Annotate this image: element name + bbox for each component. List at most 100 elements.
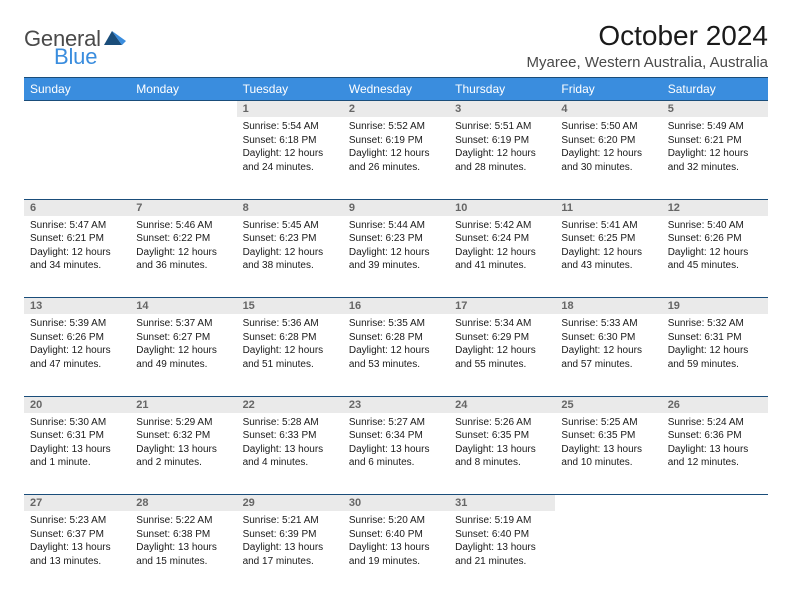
sunrise-text: Sunrise: 5:24 AM [668,416,762,430]
dayname-tuesday: Tuesday [237,78,343,101]
content-row: Sunrise: 5:47 AMSunset: 6:21 PMDaylight:… [24,216,768,298]
sunrise-text: Sunrise: 5:32 AM [668,317,762,331]
day-number: 21 [130,396,236,413]
sunset-text: Sunset: 6:30 PM [561,331,655,345]
sunrise-text: Sunrise: 5:21 AM [243,514,337,528]
sunset-text: Sunset: 6:19 PM [455,134,549,148]
sunset-text: Sunset: 6:19 PM [349,134,443,148]
day-number: 10 [449,199,555,216]
day-cell: Sunrise: 5:45 AMSunset: 6:23 PMDaylight:… [237,216,343,298]
content-row: Sunrise: 5:54 AMSunset: 6:18 PMDaylight:… [24,117,768,199]
sunset-text: Sunset: 6:39 PM [243,528,337,542]
sunrise-text: Sunrise: 5:52 AM [349,120,443,134]
sunset-text: Sunset: 6:26 PM [30,331,124,345]
sunrise-text: Sunrise: 5:25 AM [561,416,655,430]
daylight-text-line1: Daylight: 12 hours [455,246,549,260]
sunrise-text: Sunrise: 5:28 AM [243,416,337,430]
sunrise-text: Sunrise: 5:22 AM [136,514,230,528]
day-number: 28 [130,495,236,512]
daylight-text-line2: and 6 minutes. [349,456,443,470]
daylight-text-line1: Daylight: 13 hours [455,541,549,555]
sunrise-text: Sunrise: 5:47 AM [30,219,124,233]
day-cell [662,511,768,593]
sunrise-text: Sunrise: 5:44 AM [349,219,443,233]
day-number: 18 [555,298,661,315]
day-cell: Sunrise: 5:37 AMSunset: 6:27 PMDaylight:… [130,314,236,396]
daylight-text-line1: Daylight: 12 hours [455,344,549,358]
day-number: 14 [130,298,236,315]
sunset-text: Sunset: 6:36 PM [668,429,762,443]
daylight-text-line2: and 57 minutes. [561,358,655,372]
daylight-text-line2: and 1 minute. [30,456,124,470]
daylight-text-line2: and 30 minutes. [561,161,655,175]
calendar-table: Sunday Monday Tuesday Wednesday Thursday… [24,77,768,593]
daylight-text-line1: Daylight: 12 hours [30,344,124,358]
day-cell: Sunrise: 5:32 AMSunset: 6:31 PMDaylight:… [662,314,768,396]
day-number: 26 [662,396,768,413]
content-row: Sunrise: 5:39 AMSunset: 6:26 PMDaylight:… [24,314,768,396]
day-cell: Sunrise: 5:46 AMSunset: 6:22 PMDaylight:… [130,216,236,298]
daylight-text-line1: Daylight: 13 hours [561,443,655,457]
day-cell: Sunrise: 5:47 AMSunset: 6:21 PMDaylight:… [24,216,130,298]
day-cell [130,117,236,199]
daynum-row: 20212223242526 [24,396,768,413]
sunset-text: Sunset: 6:21 PM [668,134,762,148]
sunrise-text: Sunrise: 5:36 AM [243,317,337,331]
sunset-text: Sunset: 6:27 PM [136,331,230,345]
day-cell: Sunrise: 5:51 AMSunset: 6:19 PMDaylight:… [449,117,555,199]
day-cell: Sunrise: 5:24 AMSunset: 6:36 PMDaylight:… [662,413,768,495]
day-number: 8 [237,199,343,216]
sunset-text: Sunset: 6:24 PM [455,232,549,246]
daylight-text-line1: Daylight: 12 hours [136,344,230,358]
day-cell: Sunrise: 5:19 AMSunset: 6:40 PMDaylight:… [449,511,555,593]
day-number: 15 [237,298,343,315]
day-cell: Sunrise: 5:33 AMSunset: 6:30 PMDaylight:… [555,314,661,396]
daylight-text-line1: Daylight: 12 hours [349,147,443,161]
sunset-text: Sunset: 6:32 PM [136,429,230,443]
day-number: 24 [449,396,555,413]
day-cell: Sunrise: 5:44 AMSunset: 6:23 PMDaylight:… [343,216,449,298]
dayname-thursday: Thursday [449,78,555,101]
daylight-text-line2: and 4 minutes. [243,456,337,470]
sunrise-text: Sunrise: 5:23 AM [30,514,124,528]
day-cell: Sunrise: 5:30 AMSunset: 6:31 PMDaylight:… [24,413,130,495]
daylight-text-line1: Daylight: 12 hours [668,344,762,358]
sunrise-text: Sunrise: 5:26 AM [455,416,549,430]
sunrise-text: Sunrise: 5:35 AM [349,317,443,331]
day-cell: Sunrise: 5:25 AMSunset: 6:35 PMDaylight:… [555,413,661,495]
daylight-text-line1: Daylight: 12 hours [136,246,230,260]
day-cell: Sunrise: 5:20 AMSunset: 6:40 PMDaylight:… [343,511,449,593]
dayname-monday: Monday [130,78,236,101]
sunrise-text: Sunrise: 5:45 AM [243,219,337,233]
daynum-row: 6789101112 [24,199,768,216]
sunset-text: Sunset: 6:18 PM [243,134,337,148]
day-number: 4 [555,101,661,118]
logo: General Blue [24,20,126,52]
sunrise-text: Sunrise: 5:33 AM [561,317,655,331]
day-cell: Sunrise: 5:23 AMSunset: 6:37 PMDaylight:… [24,511,130,593]
daylight-text-line1: Daylight: 12 hours [561,344,655,358]
sunset-text: Sunset: 6:34 PM [349,429,443,443]
sunrise-text: Sunrise: 5:50 AM [561,120,655,134]
daylight-text-line1: Daylight: 12 hours [349,344,443,358]
day-cell: Sunrise: 5:50 AMSunset: 6:20 PMDaylight:… [555,117,661,199]
sunset-text: Sunset: 6:23 PM [349,232,443,246]
daylight-text-line2: and 39 minutes. [349,259,443,273]
daylight-text-line2: and 51 minutes. [243,358,337,372]
sunrise-text: Sunrise: 5:41 AM [561,219,655,233]
sunrise-text: Sunrise: 5:54 AM [243,120,337,134]
daylight-text-line1: Daylight: 13 hours [349,443,443,457]
day-number: 3 [449,101,555,118]
sunset-text: Sunset: 6:26 PM [668,232,762,246]
content-row: Sunrise: 5:23 AMSunset: 6:37 PMDaylight:… [24,511,768,593]
daylight-text-line2: and 26 minutes. [349,161,443,175]
day-number: 25 [555,396,661,413]
daylight-text-line2: and 10 minutes. [561,456,655,470]
sunrise-text: Sunrise: 5:34 AM [455,317,549,331]
sunset-text: Sunset: 6:35 PM [455,429,549,443]
daylight-text-line1: Daylight: 12 hours [243,147,337,161]
day-cell: Sunrise: 5:21 AMSunset: 6:39 PMDaylight:… [237,511,343,593]
dayname-friday: Friday [555,78,661,101]
day-number: 19 [662,298,768,315]
daylight-text-line1: Daylight: 12 hours [561,147,655,161]
